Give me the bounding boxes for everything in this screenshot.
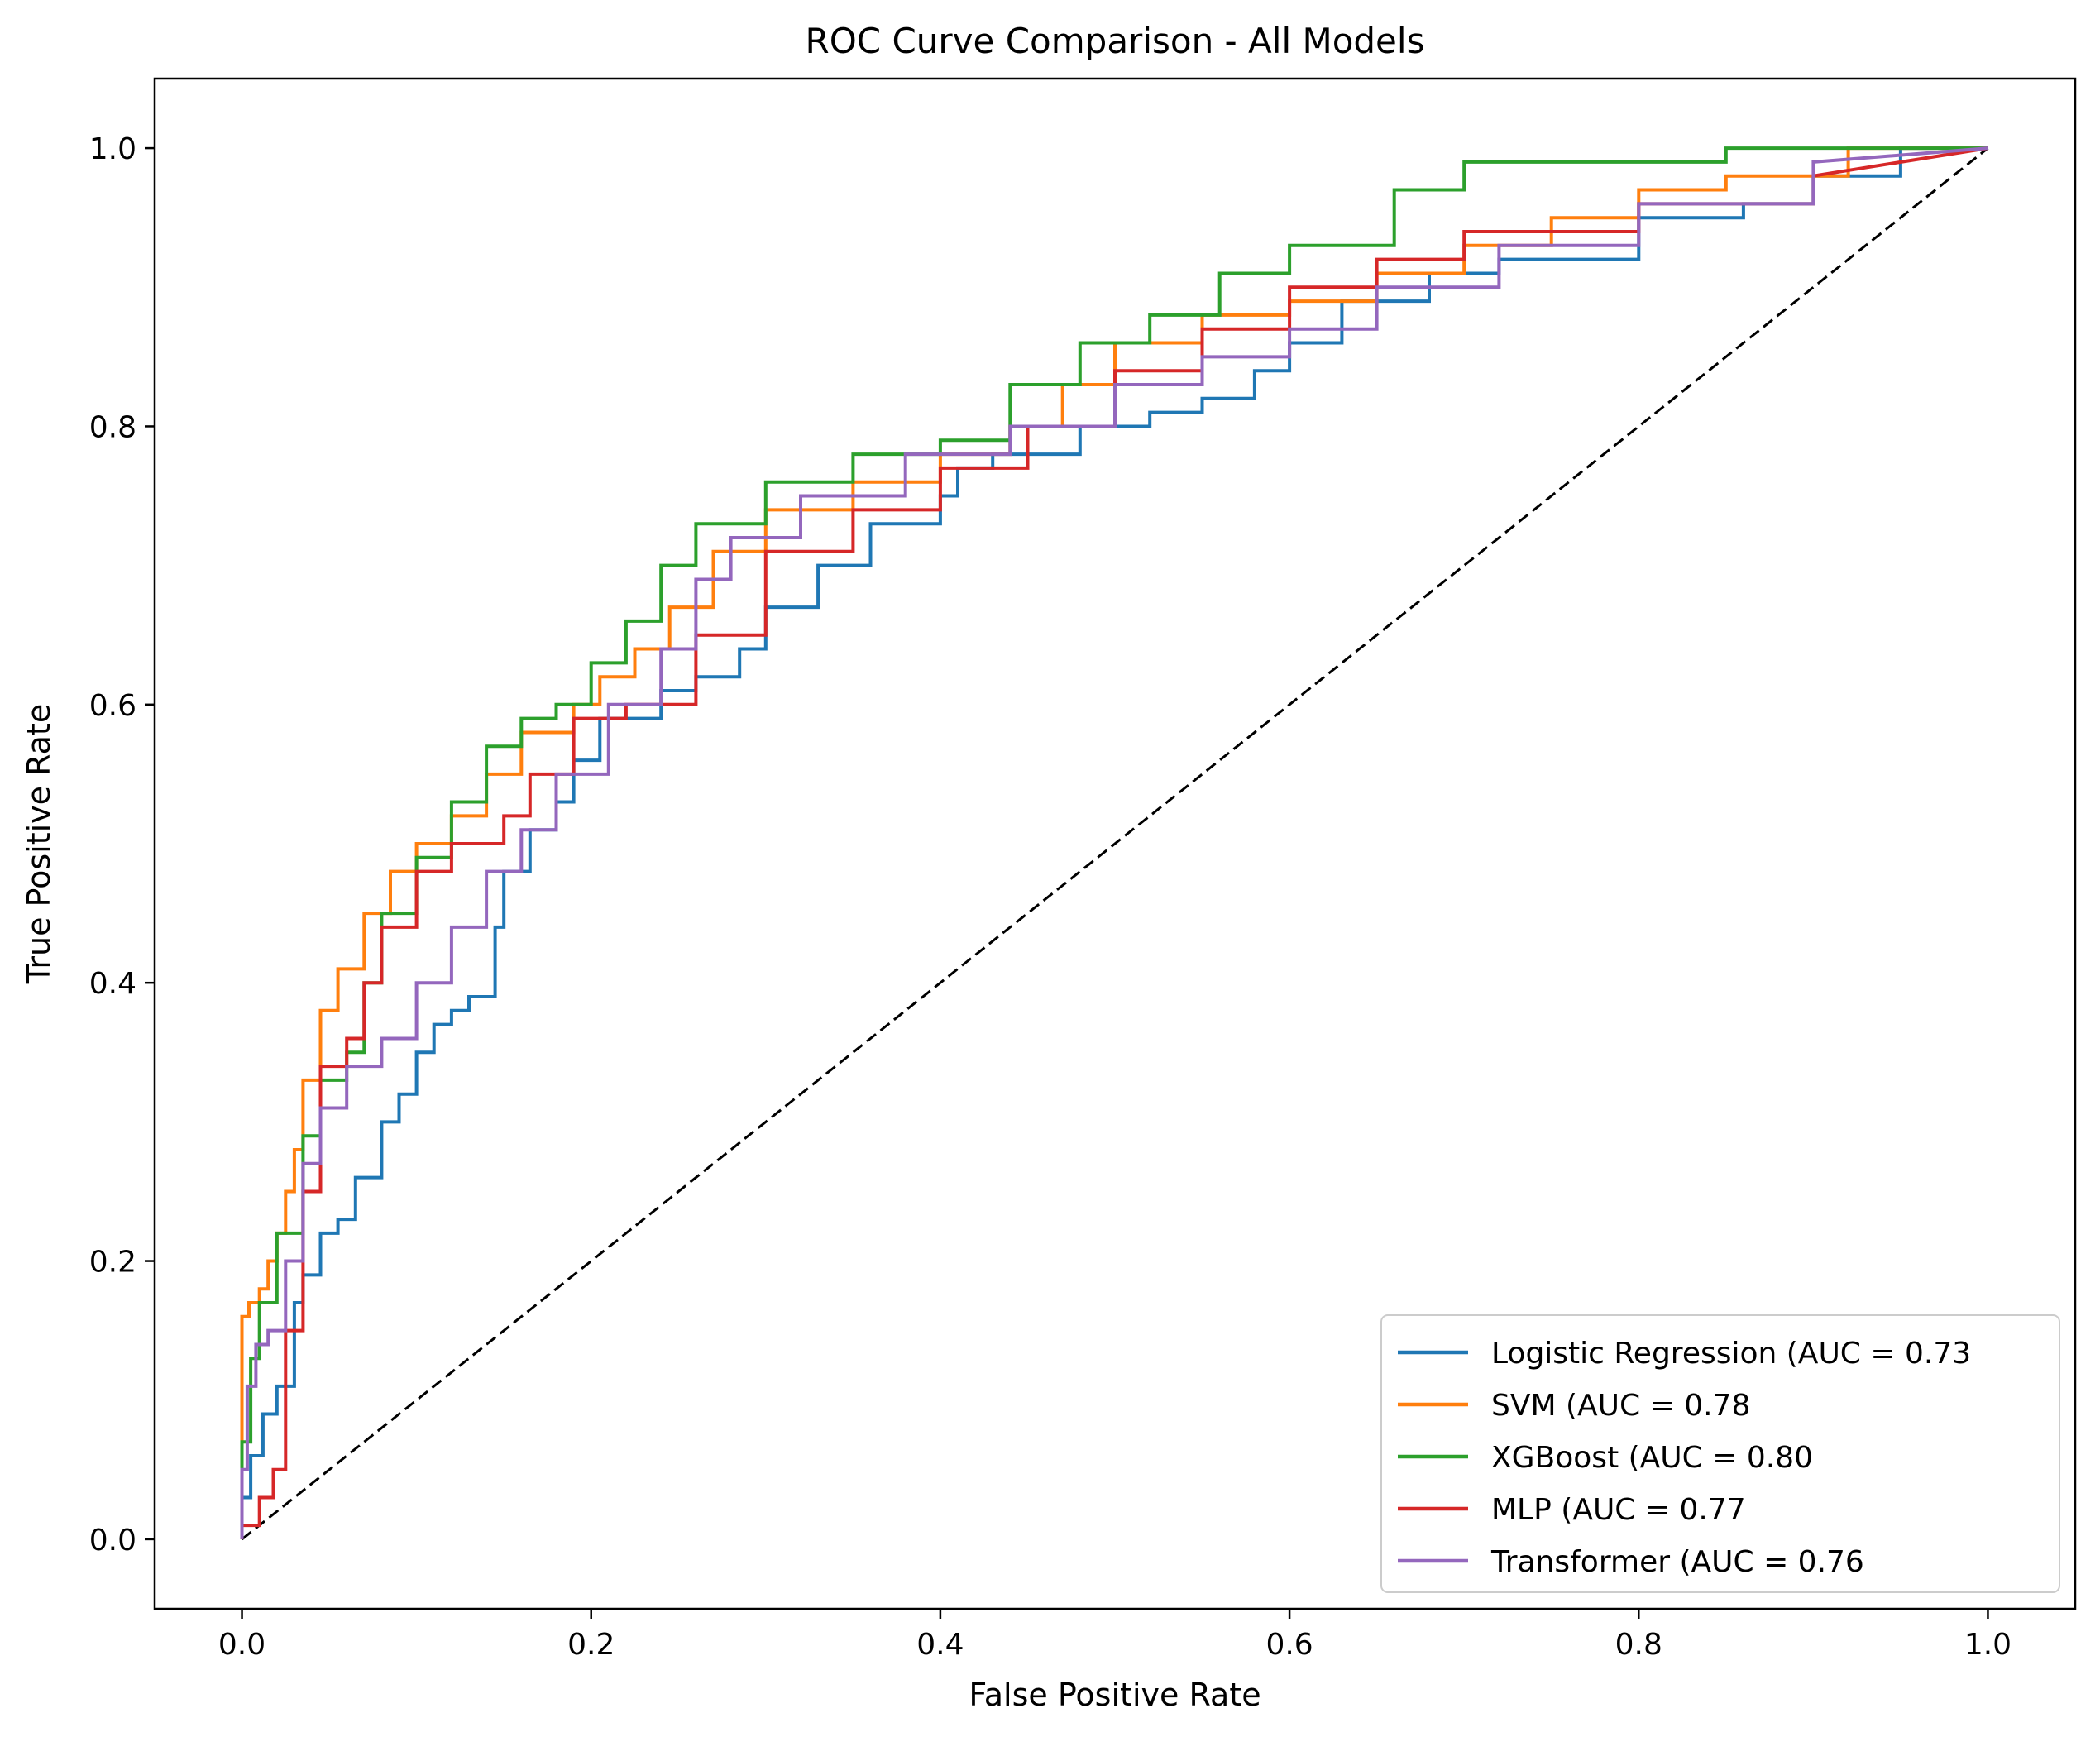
roc-line-series-4: [240, 146, 1988, 1539]
y-tick-label: 1.0: [89, 132, 136, 166]
plot-frame: [153, 77, 2077, 1610]
legend-label-series-2: XGBoost (AUC = 0.80: [1491, 1441, 1813, 1475]
legend-label-series-4: Transformer (AUC = 0.76: [1490, 1545, 1864, 1579]
roc-line-series-2: [240, 146, 1988, 1539]
y-tick-label: 0.8: [89, 410, 136, 444]
x-tick-label: 0.8: [1615, 1628, 1662, 1662]
x-axis-label: False Positive Rate: [969, 1677, 1260, 1713]
y-tick-label: 0.4: [89, 967, 136, 1001]
roc-line-series-0: [240, 146, 1988, 1539]
legend-label-series-0: Logistic Regression (AUC = 0.73: [1491, 1337, 1971, 1371]
y-axis-label: True Positive Rate: [21, 704, 57, 985]
x-axis: 0.0 0.2 0.4 0.6 0.8 1.0: [218, 1609, 2012, 1662]
x-tick-label: 0.2: [567, 1628, 615, 1662]
legend-label-series-3: MLP (AUC = 0.77: [1491, 1493, 1746, 1527]
y-tick-label: 0.6: [89, 689, 136, 723]
y-axis: 0.0 0.2 0.4 0.6 0.8 1.0: [89, 132, 155, 1558]
y-tick-label: 0.0: [89, 1524, 136, 1558]
x-tick-label: 1.0: [1964, 1628, 2012, 1662]
legend-box: [1380, 1314, 2060, 1593]
legend-label-series-1: SVM (AUC = 0.78: [1491, 1389, 1750, 1423]
x-tick-label: 0.6: [1265, 1628, 1313, 1662]
chance-diagonal-line: [241, 146, 1989, 1541]
chart-title: ROC Curve Comparison - All Models: [806, 21, 1425, 61]
x-tick-label: 0.0: [218, 1628, 265, 1662]
y-tick-label: 0.2: [89, 1246, 136, 1280]
legend: Logistic Regression (AUC = 0.73 SVM (AUC …: [1380, 1314, 2060, 1593]
plot-area: [240, 146, 1989, 1541]
x-tick-label: 0.4: [916, 1628, 964, 1662]
